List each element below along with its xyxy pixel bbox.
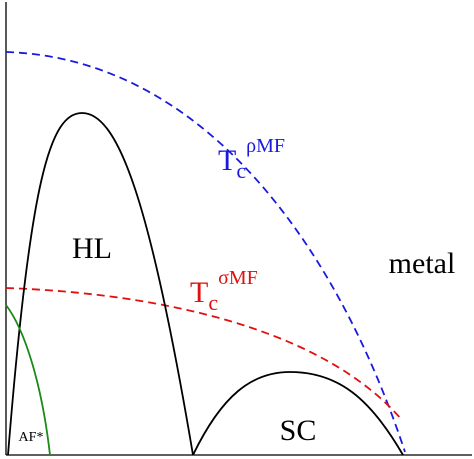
region-label: HL bbox=[72, 232, 112, 265]
tc-rho-curve bbox=[5, 51, 406, 453]
region-label: SC bbox=[280, 414, 317, 447]
region-label: metal bbox=[389, 247, 456, 280]
subscript: c bbox=[208, 290, 218, 315]
af-boundary bbox=[5, 304, 51, 456]
hl-dome bbox=[7, 112, 194, 456]
curve-label: TcρMF bbox=[218, 135, 285, 183]
region-label: AF* bbox=[19, 430, 44, 445]
subscript: c bbox=[236, 158, 246, 183]
symbol: T bbox=[190, 276, 208, 309]
sc-dome bbox=[192, 371, 404, 456]
tc-sigma-curve bbox=[5, 287, 403, 421]
superscript: σMF bbox=[218, 267, 258, 289]
symbol: T bbox=[218, 144, 236, 177]
superscript: ρMF bbox=[246, 135, 285, 157]
curve-label: TcσMF bbox=[190, 267, 258, 315]
